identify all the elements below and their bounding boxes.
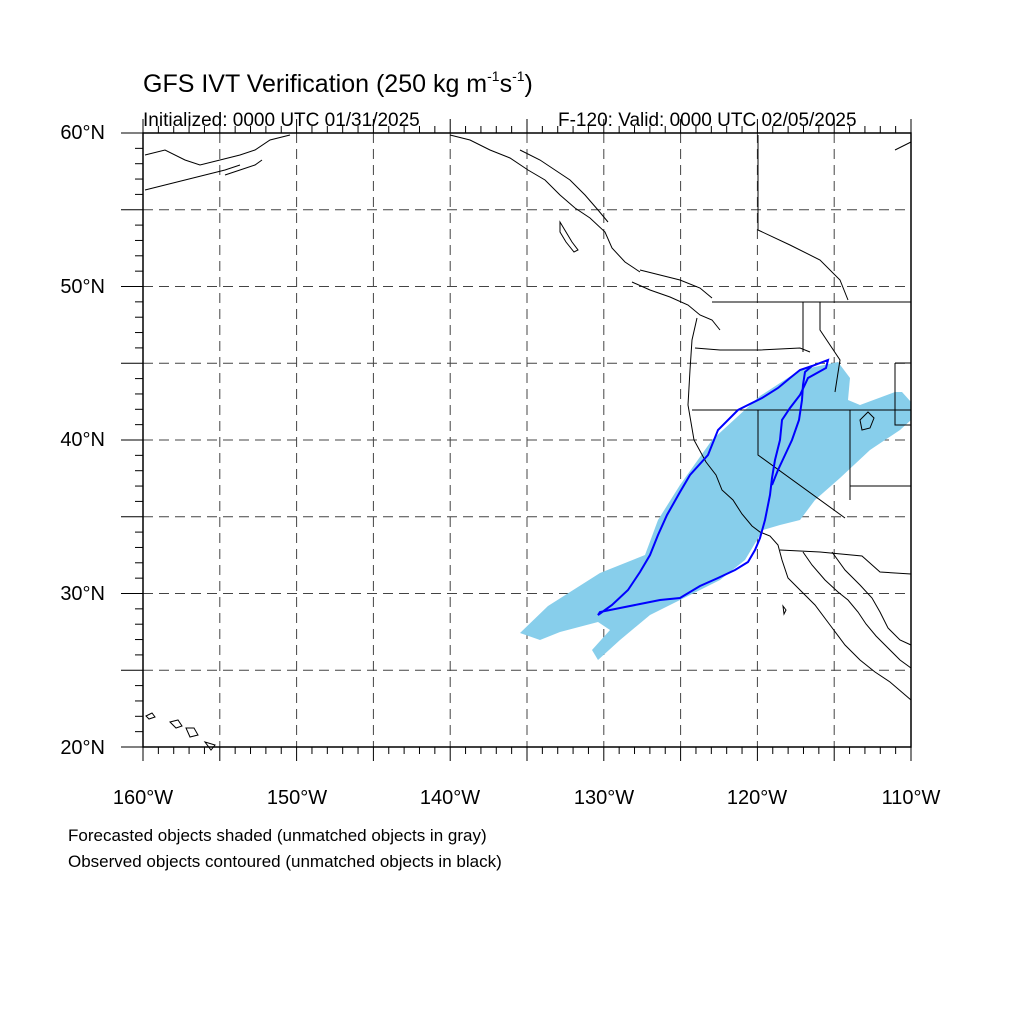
y-label-20n: 20°N <box>60 737 105 759</box>
forecast-ivt-object <box>520 362 911 660</box>
x-label-160w: 160°W <box>112 787 174 809</box>
x-label-120w: 120°W <box>726 787 788 809</box>
valid-time-label: F-120: Valid: 0000 UTC 02/05/2025 <box>558 110 857 131</box>
x-label-150w: 150°W <box>266 787 328 809</box>
x-label-110w: 110°W <box>881 787 941 809</box>
legend-forecast-note: Forecasted objects shaded (unmatched obj… <box>68 826 487 845</box>
observed-ivt-contour <box>597 358 830 616</box>
x-label-130w: 130°W <box>573 787 635 809</box>
y-label-40n: 40°N <box>60 429 105 451</box>
y-label-60n: 60°N <box>60 122 105 144</box>
axis-ticks <box>121 119 912 761</box>
map-title: GFS IVT Verification (250 kg m-1s-1) <box>143 67 533 98</box>
legend-observed-note: Observed objects contoured (unmatched ob… <box>68 852 502 871</box>
x-label-140w: 140°W <box>419 787 481 809</box>
y-label-50n: 50°N <box>60 276 105 298</box>
coastlines <box>144 134 912 751</box>
init-time-label: Initialized: 0000 UTC 01/31/2025 <box>143 110 420 131</box>
y-label-30n: 30°N <box>60 583 105 605</box>
